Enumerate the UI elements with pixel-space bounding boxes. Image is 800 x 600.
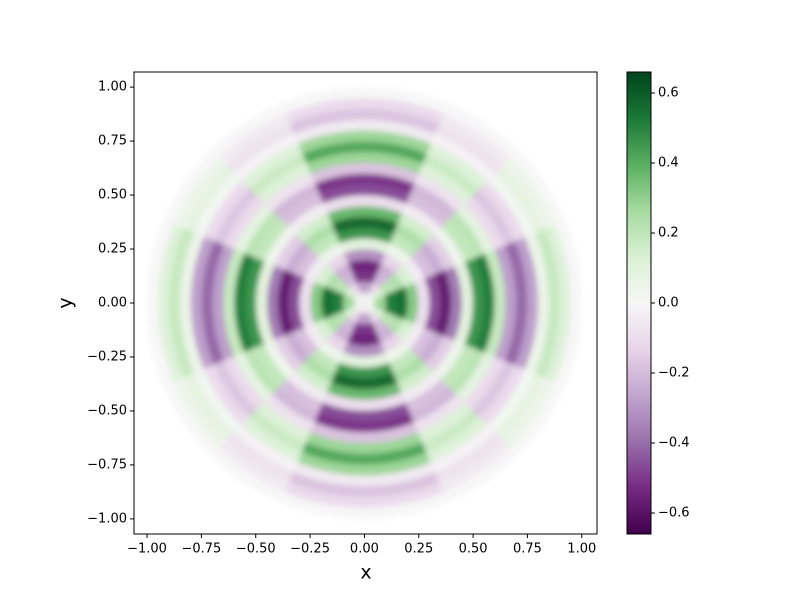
colorbar-tick-label: 0.2 — [658, 226, 679, 241]
y-tick-label: −1.00 — [87, 511, 127, 526]
x-tick-label: 0.50 — [459, 542, 488, 557]
x-tick-label: 1.00 — [567, 542, 596, 557]
field-cell — [554, 302, 583, 387]
colorbar-tick-label: 0.6 — [658, 86, 679, 101]
y-tick-label: −0.50 — [87, 403, 127, 418]
x-tick-label: −1.00 — [127, 542, 167, 557]
x-tick-label: 0.00 — [350, 542, 379, 557]
y-tick-label: 0.25 — [98, 242, 127, 257]
y-tick-label: 0.50 — [98, 188, 127, 203]
y-tick-label: 0.00 — [98, 296, 127, 311]
colorbar-tick-label: 0.4 — [658, 156, 679, 171]
x-axis-label: x — [360, 562, 371, 584]
field — [146, 86, 583, 520]
y-axis-label: y — [55, 297, 77, 308]
colorbar-tick-label: −0.2 — [658, 366, 690, 381]
x-tick-label: −0.25 — [290, 542, 330, 557]
x-tick-label: −0.75 — [181, 542, 221, 557]
y-tick-label: −0.75 — [87, 457, 127, 472]
x-tick-label: 0.25 — [404, 542, 433, 557]
x-tick-label: 0.75 — [513, 542, 542, 557]
x-tick-label: −0.50 — [236, 542, 276, 557]
colorbar — [626, 71, 652, 535]
colorbar-tick-label: −0.4 — [658, 436, 690, 451]
colorbar-tick-label: 0.0 — [658, 296, 679, 311]
colorbar-tick-label: −0.6 — [658, 506, 690, 521]
y-tick-label: 1.00 — [98, 80, 127, 95]
y-tick-label: −0.25 — [87, 349, 127, 364]
y-tick-label: 0.75 — [98, 134, 127, 149]
